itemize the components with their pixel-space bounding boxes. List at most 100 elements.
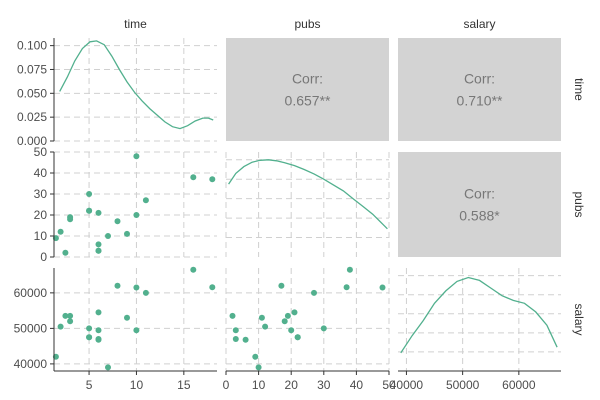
x-tick-label: 50 bbox=[382, 378, 396, 392]
correlation-value: 0.710** bbox=[457, 93, 503, 109]
density-curve-time bbox=[59, 40, 214, 130]
scatter-point bbox=[294, 334, 301, 341]
scatter-point bbox=[105, 364, 111, 371]
correlation-panel-background bbox=[398, 152, 561, 257]
x-tick-label: 20 bbox=[285, 378, 299, 392]
scatter-point bbox=[229, 312, 236, 319]
x-tick-label: 40 bbox=[350, 378, 364, 392]
correlation-panel-background bbox=[398, 38, 561, 141]
density-curve-salary bbox=[400, 276, 558, 354]
scatter-point bbox=[262, 323, 269, 330]
scatter-point bbox=[284, 312, 291, 319]
panel-time-pubs: Corr: 0.657** bbox=[226, 38, 389, 141]
y-tick-label: 40000 bbox=[14, 357, 48, 371]
scatter-point bbox=[232, 336, 239, 342]
scatter-point bbox=[190, 174, 197, 181]
y-tick-label: 0.075 bbox=[17, 62, 47, 76]
scatter-point bbox=[86, 325, 93, 332]
scatter-point bbox=[114, 218, 121, 225]
scatter-point bbox=[291, 309, 298, 316]
scatter-point bbox=[255, 364, 262, 371]
correlation-label: Corr: bbox=[292, 71, 323, 87]
x-tick-label: 40000 bbox=[390, 378, 424, 392]
column-strip-label-pubs: pubs bbox=[294, 17, 320, 31]
scatter-point bbox=[252, 353, 259, 360]
scatter-point bbox=[105, 233, 111, 239]
y-tick-label: 20 bbox=[34, 208, 48, 222]
scatter-point bbox=[142, 197, 149, 204]
scatter-point bbox=[95, 309, 102, 316]
scatter-point bbox=[281, 318, 288, 325]
correlation-panel-background bbox=[226, 38, 389, 141]
x-tick-label: 0 bbox=[223, 378, 230, 392]
x-tick-label: 60000 bbox=[502, 378, 536, 392]
scatter-point bbox=[311, 289, 317, 296]
y-tick-label: 0.050 bbox=[17, 86, 47, 100]
x-tick-label: 50000 bbox=[446, 378, 480, 392]
scatter-point bbox=[320, 325, 327, 332]
y-tick-label: 40 bbox=[34, 166, 48, 180]
scatter-point bbox=[95, 209, 102, 216]
scatter-point bbox=[133, 327, 140, 334]
y-tick-label: 0 bbox=[40, 250, 47, 264]
scatter-point bbox=[86, 334, 93, 341]
x-tick-label: 10 bbox=[252, 378, 266, 392]
scatter-point bbox=[86, 191, 93, 197]
scatter-point bbox=[346, 266, 353, 273]
panel-salary-pubs bbox=[225, 266, 390, 371]
y-tick-label: 0.025 bbox=[17, 110, 47, 124]
y-tick-label: 50 bbox=[34, 145, 48, 159]
correlation-label: Corr: bbox=[464, 186, 495, 202]
scatter-point bbox=[288, 327, 295, 334]
correlation-label: Corr: bbox=[464, 71, 495, 87]
y-tick-label: 30 bbox=[34, 187, 48, 201]
scatter-point bbox=[232, 327, 239, 334]
scatter-point bbox=[57, 228, 64, 235]
panel-time-time bbox=[54, 38, 217, 142]
scatter-point bbox=[258, 314, 265, 321]
scatter-point bbox=[86, 207, 93, 214]
scatter-point bbox=[95, 336, 102, 342]
panel-pubs-salary: Corr: 0.588* bbox=[398, 152, 561, 257]
panel-pubs-time bbox=[52, 151, 217, 258]
scatter-point bbox=[278, 282, 285, 289]
scatter-point bbox=[133, 153, 140, 160]
scatter-point bbox=[379, 284, 386, 291]
scatter-point bbox=[62, 312, 69, 319]
row-strip-label-time: time bbox=[572, 78, 586, 101]
scatter-point bbox=[95, 247, 102, 254]
scatter-point bbox=[67, 312, 74, 319]
y-tick-label: 0.100 bbox=[17, 39, 47, 53]
scatter-point bbox=[67, 214, 74, 221]
scatter-point bbox=[114, 282, 121, 289]
panel-pubs-pubs bbox=[225, 152, 390, 257]
scatter-point bbox=[133, 212, 140, 218]
x-tick-label: 5 bbox=[86, 378, 93, 392]
scatter-point bbox=[343, 284, 350, 291]
scatter-point bbox=[95, 241, 102, 248]
scatter-point bbox=[242, 336, 249, 343]
scatter-point bbox=[62, 249, 69, 256]
scatter-point bbox=[209, 176, 216, 183]
column-strip-label-salary: salary bbox=[463, 17, 495, 31]
row-strip-label-salary: salary bbox=[572, 303, 586, 335]
scatter-point bbox=[133, 284, 140, 291]
panel-time-salary: Corr: 0.710** bbox=[398, 38, 561, 141]
scatter-point bbox=[124, 314, 130, 321]
scatter-point bbox=[142, 289, 149, 296]
panel-salary-time bbox=[52, 266, 217, 371]
correlation-value: 0.588* bbox=[459, 208, 500, 224]
correlation-value: 0.657** bbox=[285, 93, 331, 109]
y-tick-label: 0.000 bbox=[17, 134, 47, 148]
x-tick-label: 15 bbox=[177, 378, 191, 392]
scatter-point bbox=[67, 318, 74, 325]
scatter-point bbox=[124, 230, 130, 237]
x-tick-label: 10 bbox=[130, 378, 144, 392]
column-strip-label-time: time bbox=[124, 17, 147, 31]
scatter-point bbox=[190, 266, 197, 273]
y-tick-label: 50000 bbox=[14, 321, 48, 335]
density-curve-pubs bbox=[228, 159, 388, 230]
scatter-point bbox=[57, 323, 64, 330]
